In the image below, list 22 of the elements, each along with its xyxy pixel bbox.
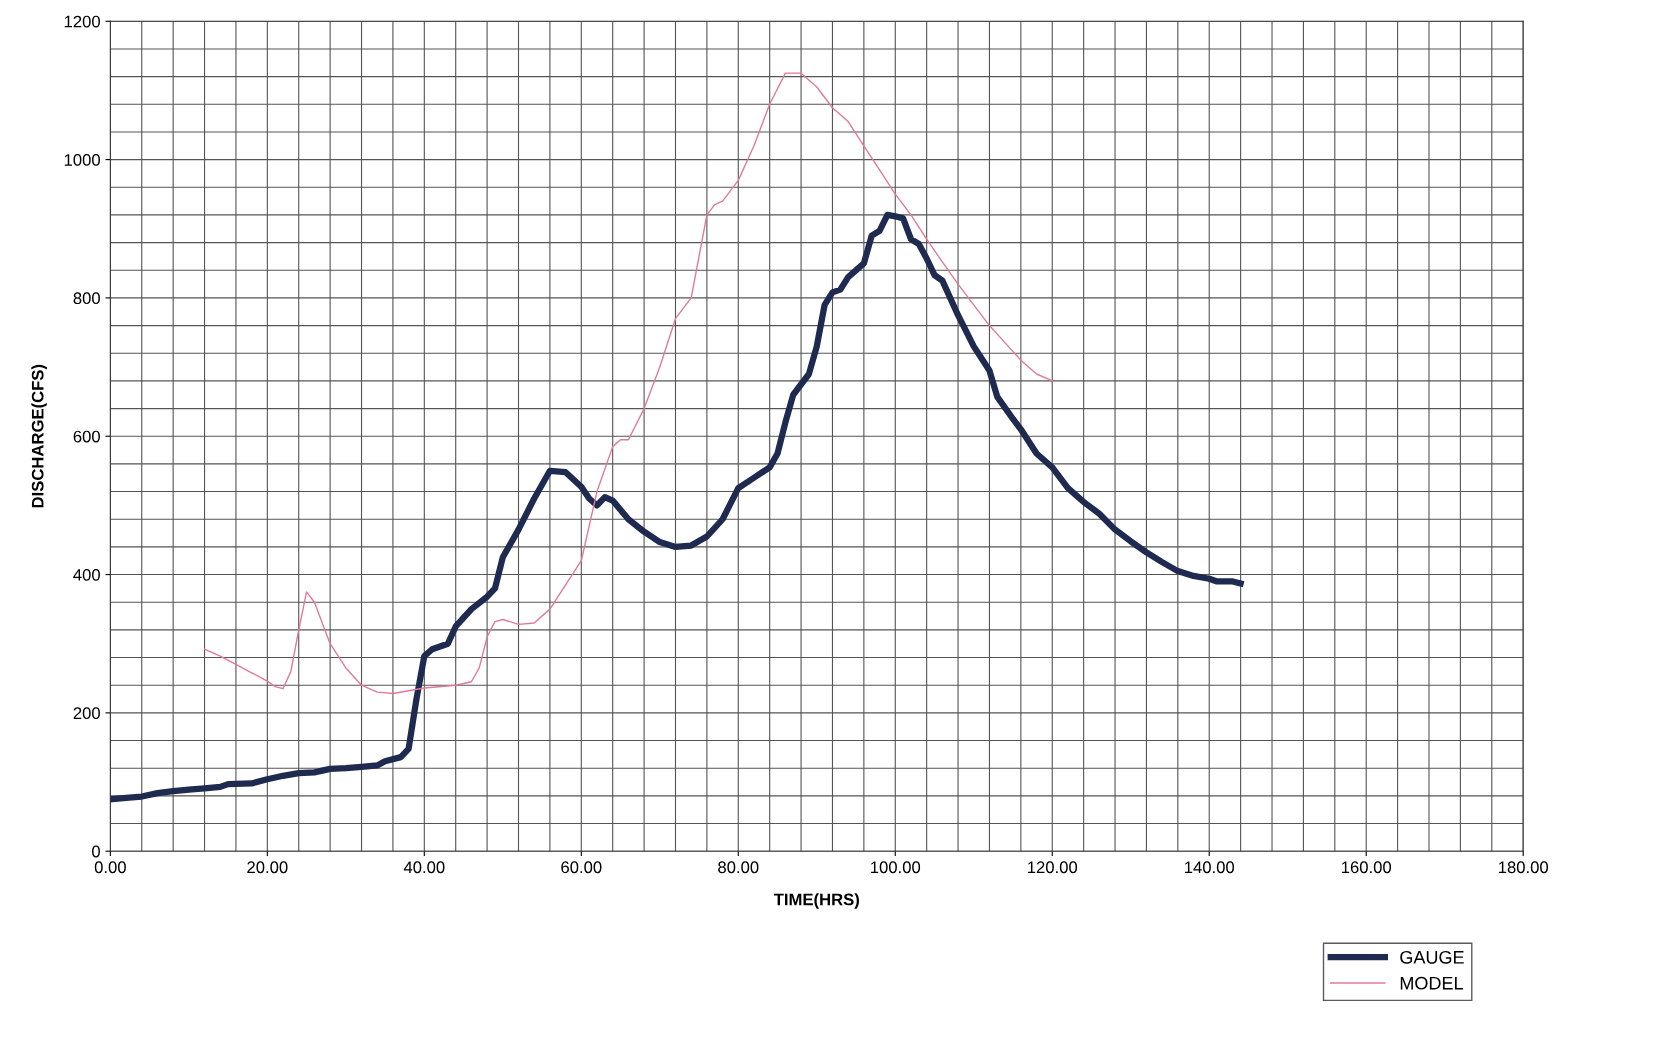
- legend-label: MODEL: [1400, 976, 1463, 990]
- y-axis-title: DISCHARGE(CFS): [31, 364, 47, 508]
- y-tick-label: 0: [92, 845, 100, 858]
- y-tick-label: 600: [73, 430, 100, 443]
- x-tick-label: 140.00: [1185, 861, 1235, 874]
- x-tick-label: 60.00: [561, 861, 602, 874]
- x-axis-title: TIME(HRS): [773, 893, 859, 909]
- x-tick-label: 100.00: [871, 861, 921, 874]
- x-tick-label: 120.00: [1028, 861, 1078, 874]
- y-tick-label: 400: [73, 568, 100, 581]
- x-tick-label: 80.00: [718, 861, 759, 874]
- y-tick-label: 200: [73, 707, 100, 720]
- y-tick-label: 800: [73, 292, 100, 305]
- y-tick-label: 1200: [64, 15, 100, 28]
- x-tick-label: 0.00: [94, 861, 126, 874]
- y-tick-label: 1000: [64, 154, 100, 166]
- legend-label: GAUGE: [1400, 950, 1464, 964]
- line-series: [203, 72, 1053, 695]
- x-tick-label: 20.00: [247, 861, 288, 874]
- x-tick-label: 160.00: [1341, 861, 1392, 874]
- x-tick-label: 180.00: [1498, 861, 1549, 874]
- x-tick-label: 40.00: [403, 861, 445, 874]
